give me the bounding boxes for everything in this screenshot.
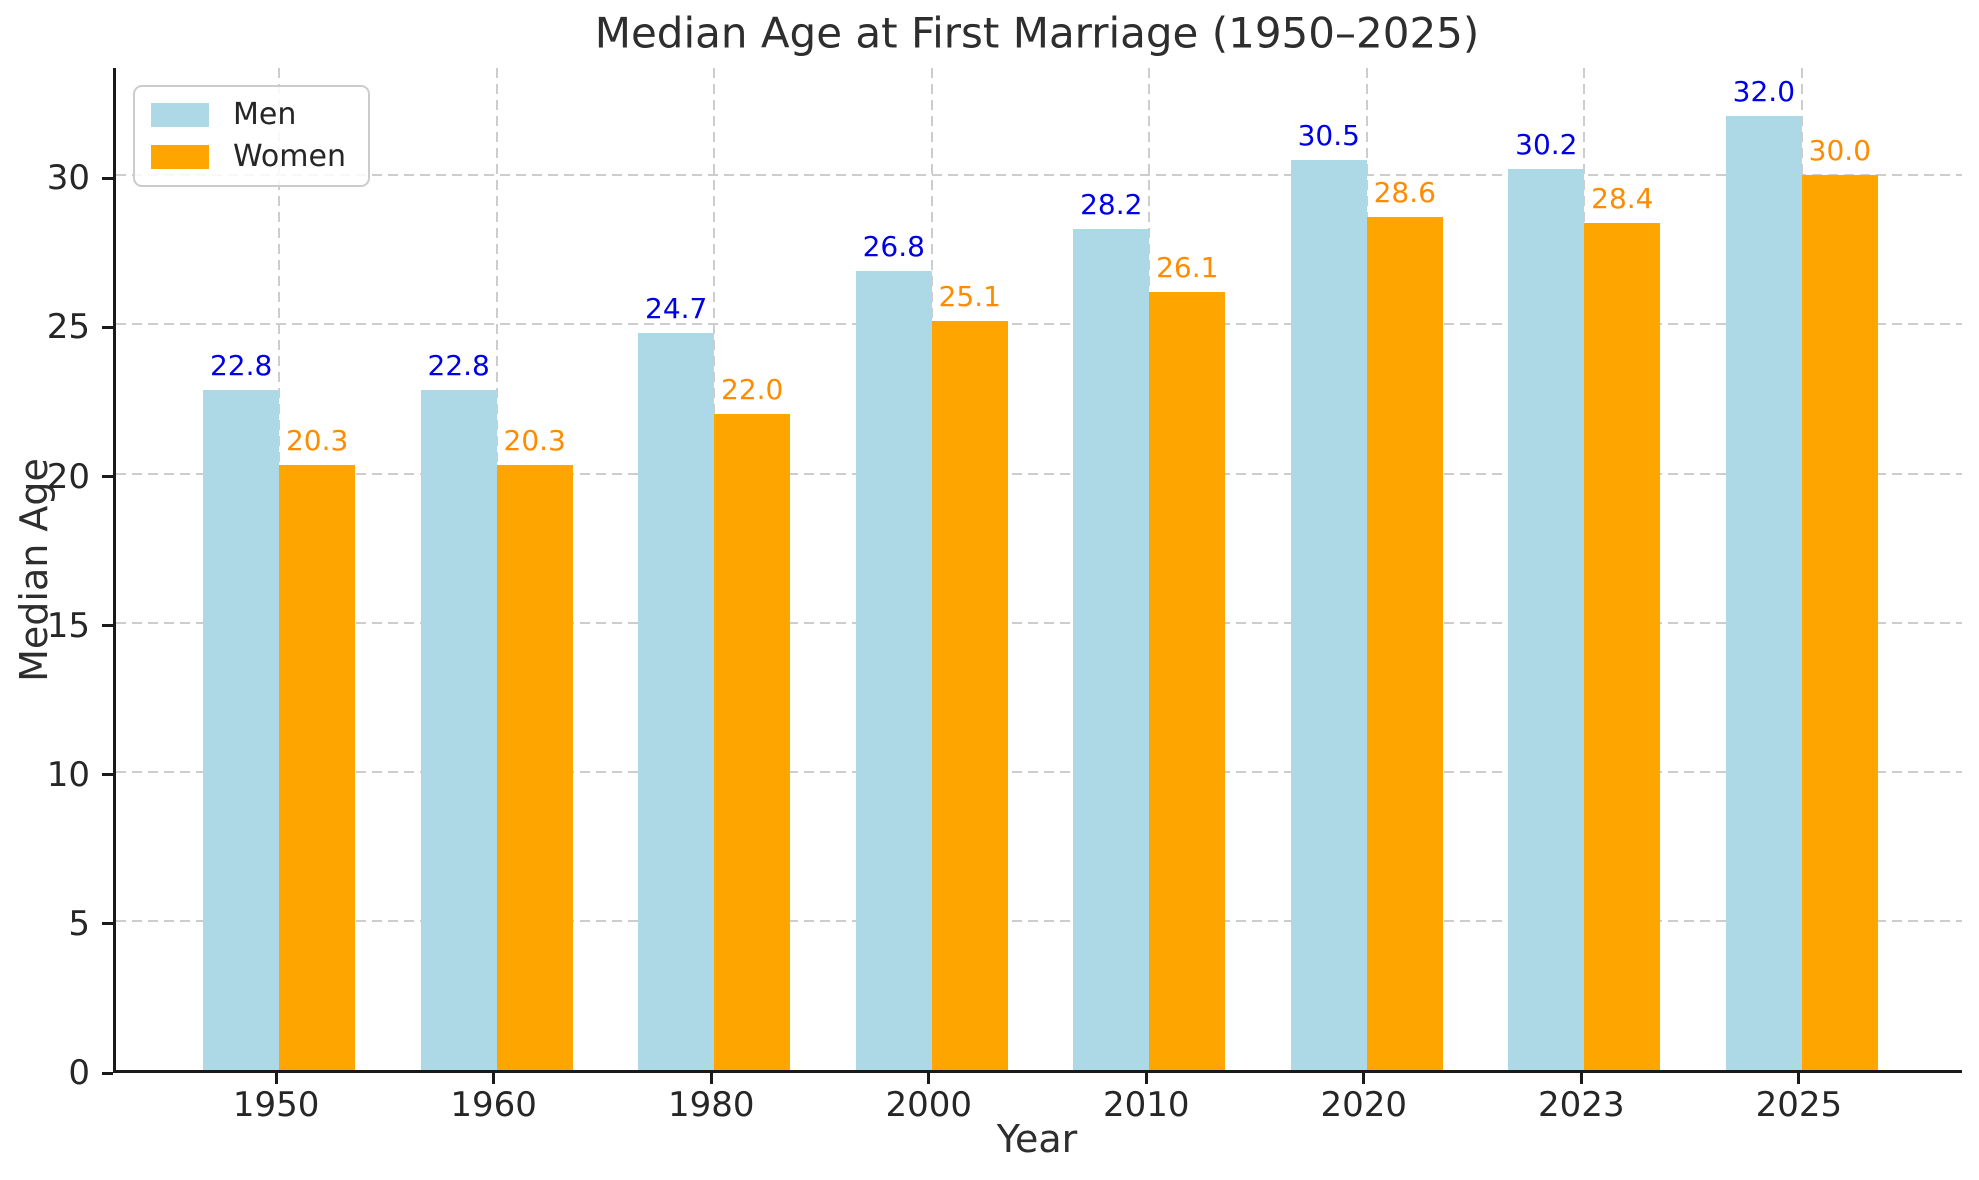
x-tick-label: 1980 [667, 1085, 755, 1125]
h-gridline [116, 174, 1962, 177]
women-bar [496, 464, 573, 1070]
value-label: 26.1 [1156, 250, 1219, 284]
x-tick-label: 2025 [1755, 1085, 1843, 1125]
men-legend-swatch [151, 103, 209, 127]
legend-item-men: Men [151, 100, 346, 130]
h-gridline [116, 919, 1962, 922]
y-tick-mark [102, 176, 113, 180]
x-axis-label: Year [996, 1117, 1078, 1161]
men-bar [1290, 160, 1367, 1070]
x-tick-mark [1362, 1073, 1366, 1084]
value-label: 28.2 [1080, 188, 1143, 222]
men-bar [638, 333, 715, 1070]
value-label: 32.0 [1732, 74, 1796, 108]
y-tick-label: 5 [68, 903, 90, 944]
x-tick-mark [274, 1073, 278, 1084]
x-tick-label: 1960 [450, 1085, 537, 1125]
y-tick-label: 30 [46, 158, 90, 199]
y-tick-mark [102, 624, 113, 628]
value-label: 26.8 [862, 229, 925, 263]
women-bar [1801, 175, 1878, 1070]
h-gridline [116, 770, 1962, 773]
men-bar [1725, 115, 1802, 1070]
y-tick-mark [102, 773, 113, 777]
legend: Men Women [133, 85, 370, 187]
y-tick-mark [102, 1071, 113, 1075]
value-label: 22.8 [209, 349, 273, 383]
y-tick-label: 0 [68, 1053, 90, 1093]
women-bar [931, 321, 1008, 1070]
y-tick-label: 10 [46, 754, 90, 795]
y-tick-mark [102, 922, 113, 926]
value-label: 24.7 [645, 292, 708, 326]
h-gridline [116, 621, 1962, 624]
x-tick-mark [709, 1073, 713, 1084]
x-tick-mark [492, 1073, 496, 1084]
x-tick-mark [1579, 1073, 1583, 1084]
x-tick-mark [927, 1073, 931, 1084]
x-tick-label: 2010 [1102, 1085, 1190, 1125]
y-tick-mark [102, 325, 113, 329]
men-bar [1508, 169, 1585, 1070]
value-label: 30.5 [1297, 119, 1360, 153]
value-label: 22.0 [721, 372, 784, 406]
y-tick-label: 15 [46, 605, 90, 646]
men-bar [855, 270, 932, 1070]
men-bar [420, 390, 497, 1070]
legend-item-women: Women [151, 142, 346, 172]
value-label: 22.8 [427, 349, 490, 383]
x-tick-label: 1950 [232, 1085, 320, 1125]
women-bar [1149, 291, 1226, 1070]
women-bar [1584, 223, 1661, 1070]
men-bar [203, 390, 280, 1070]
value-label: 28.4 [1591, 182, 1654, 216]
y-tick-label: 25 [46, 307, 90, 348]
h-gridline [116, 323, 1962, 326]
women-bar [1366, 217, 1443, 1070]
y-tick-label: 20 [46, 456, 90, 497]
legend-label-women: Women [233, 139, 346, 174]
x-tick-mark [1797, 1073, 1801, 1084]
women-bar [714, 413, 791, 1070]
h-gridline [116, 472, 1962, 475]
chart-title: Median Age at First Marriage (1950–2025) [594, 8, 1480, 58]
plot-area: Men Women 22.8 22.8 24.7 26.8 28.2 30.5 30.2 32… [113, 68, 1962, 1073]
men-bar [1073, 229, 1150, 1070]
value-label: 25.1 [938, 280, 1001, 314]
x-tick-label: 2000 [885, 1085, 972, 1125]
value-label: 20.3 [503, 423, 566, 457]
value-label: 28.6 [1373, 176, 1436, 210]
x-tick-label: 2023 [1538, 1085, 1625, 1125]
value-label: 30.0 [1808, 134, 1872, 168]
women-bar [279, 464, 356, 1070]
women-legend-swatch [151, 145, 209, 169]
value-label: 30.2 [1515, 128, 1578, 162]
y-tick-mark [102, 475, 113, 479]
x-tick-label: 2020 [1320, 1085, 1408, 1125]
value-label: 20.3 [285, 423, 349, 457]
legend-label-men: Men [233, 97, 297, 132]
x-tick-mark [1144, 1073, 1148, 1084]
